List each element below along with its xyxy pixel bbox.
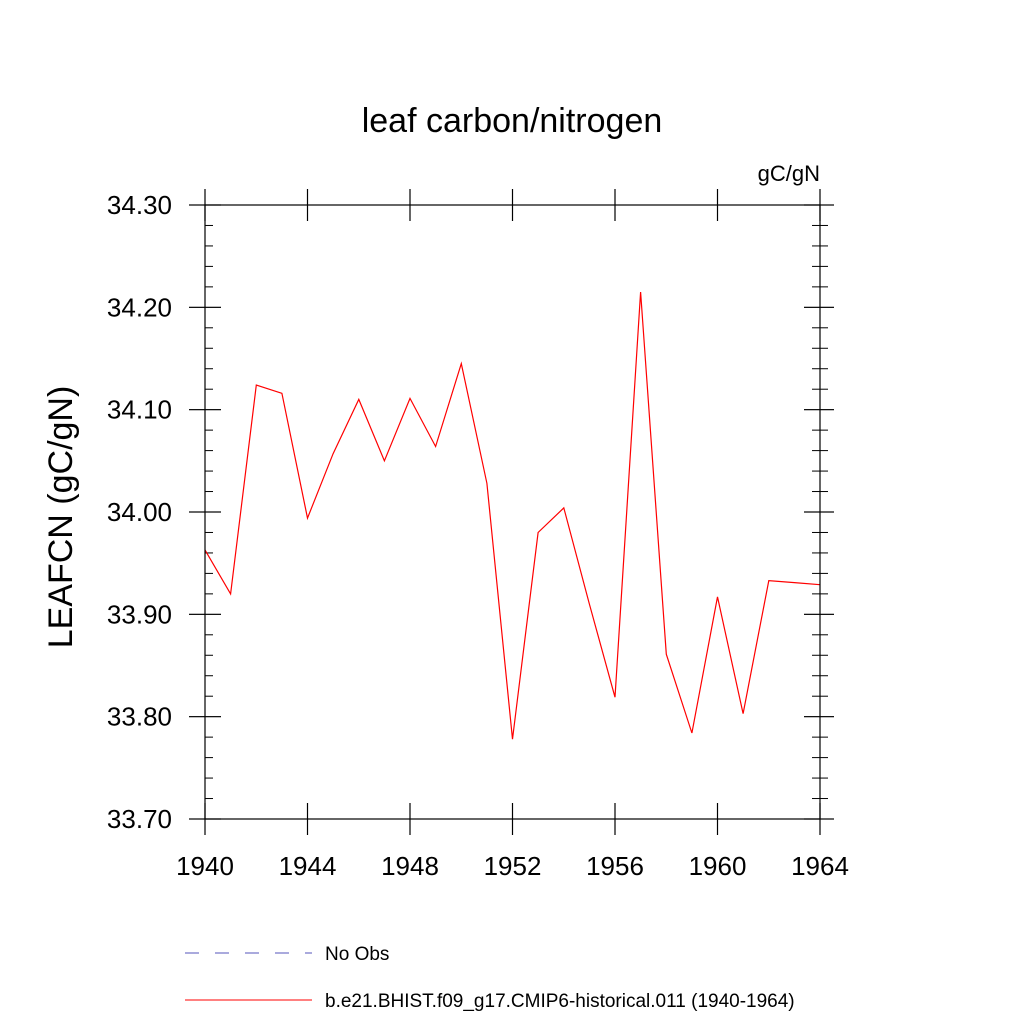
series-layer: [204, 291, 821, 740]
x-tick-label: 1940: [176, 851, 234, 881]
x-tick-label: 1948: [381, 851, 439, 881]
y-tick-label: 34.00: [107, 497, 172, 527]
y-tick-label: 33.80: [107, 702, 172, 732]
tick-labels: 1940 1944 1948 1952 1956 1960 1964 33.70 33.80 33…: [107, 190, 849, 881]
legend: No Obs b.e21.BHIST.f09_g17.CMIP6-historic…: [185, 944, 795, 1012]
axis-ticks: [189, 189, 834, 835]
units-label: gC/gN: [758, 161, 820, 186]
chart-title: leaf carbon/nitrogen: [362, 102, 663, 140]
x-tick-label: 1952: [484, 851, 542, 881]
y-tick-label: 34.20: [107, 292, 172, 322]
y-tick-label: 34.30: [107, 190, 172, 220]
y-tick-label: 34.10: [107, 395, 172, 425]
legend-label: No Obs: [325, 944, 389, 965]
y-axis-label: LEAFCN (gC/gN): [42, 386, 80, 649]
y-tick-label: 33.70: [107, 804, 172, 834]
series-line: [204, 291, 821, 740]
x-tick-label: 1944: [279, 851, 337, 881]
x-tick-label: 1964: [791, 851, 849, 881]
x-tick-label: 1960: [689, 851, 747, 881]
plot-frame: [204, 204, 821, 820]
y-tick-label: 33.90: [107, 599, 172, 629]
x-tick-label: 1956: [586, 851, 644, 881]
legend-label: b.e21.BHIST.f09_g17.CMIP6-historical.011…: [325, 991, 795, 1012]
